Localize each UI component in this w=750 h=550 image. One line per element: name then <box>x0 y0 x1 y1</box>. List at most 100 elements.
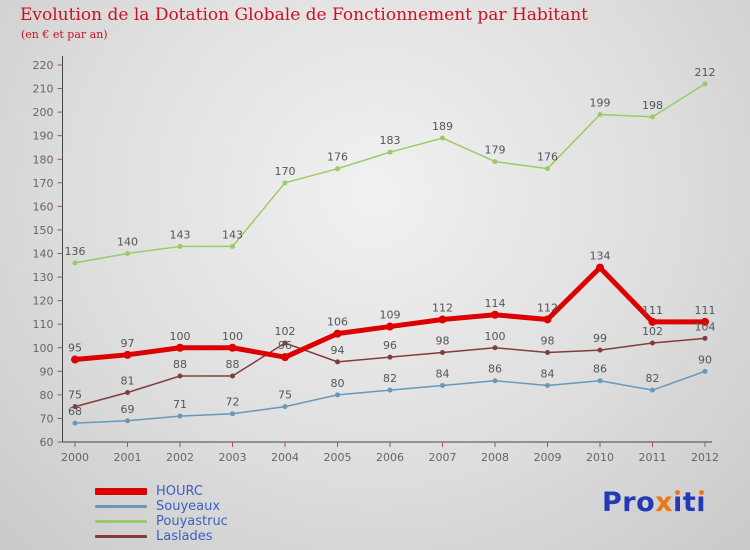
logo-i-dot <box>698 490 704 495</box>
data-point <box>701 317 709 326</box>
value-label: 75 <box>68 389 82 402</box>
data-point <box>702 81 708 87</box>
y-tick-label: 200 <box>33 106 54 119</box>
value-label: 100 <box>170 330 191 343</box>
value-label: 95 <box>68 342 82 355</box>
data-point <box>440 135 445 141</box>
value-label: 81 <box>121 375 135 388</box>
data-point <box>597 378 603 384</box>
value-label: 176 <box>537 151 558 164</box>
data-point <box>282 180 288 186</box>
value-label: 88 <box>173 358 187 371</box>
value-label: 82 <box>383 372 397 385</box>
logo-letter: x <box>655 487 674 518</box>
value-label: 111 <box>642 304 663 317</box>
value-label: 106 <box>327 316 348 329</box>
value-label: 86 <box>593 363 607 376</box>
data-point <box>596 263 604 272</box>
y-tick-label: 150 <box>33 224 54 237</box>
data-point <box>72 260 78 266</box>
value-label: 72 <box>226 396 240 409</box>
x-tick-label: 2010 <box>586 451 614 464</box>
data-point <box>281 353 289 362</box>
value-label: 112 <box>432 301 453 314</box>
value-label: 170 <box>275 165 296 178</box>
data-point <box>386 322 394 331</box>
value-label: 75 <box>278 389 292 402</box>
y-tick-label: 80 <box>40 389 54 402</box>
data-point <box>702 335 708 341</box>
y-tick-label: 120 <box>33 295 54 308</box>
data-point <box>491 310 499 319</box>
value-label: 140 <box>117 236 138 249</box>
data-point <box>282 404 288 410</box>
legend-item-hourc: HOURC <box>95 484 228 498</box>
data-point <box>177 243 183 249</box>
legend-item-pouyastruc: Pouyastruc <box>95 514 228 528</box>
value-label: 111 <box>695 304 716 317</box>
x-tick-label: 2005 <box>324 451 352 464</box>
data-point <box>125 390 130 396</box>
x-tick-label: 2008 <box>481 451 509 464</box>
x-tick-label: 2001 <box>114 451 142 464</box>
value-label: 98 <box>541 334 555 347</box>
value-label: 198 <box>642 99 663 112</box>
data-point <box>228 343 237 352</box>
data-point <box>597 111 603 117</box>
value-label: 94 <box>331 344 345 357</box>
value-label: 136 <box>65 245 86 258</box>
value-label: 98 <box>436 334 450 347</box>
legend-swatch <box>95 519 147 523</box>
value-label: 114 <box>485 297 506 310</box>
value-label: 80 <box>331 377 345 390</box>
data-point <box>545 166 550 172</box>
data-point <box>492 378 498 384</box>
logo-i-dot <box>675 490 681 495</box>
value-label: 104 <box>695 320 716 333</box>
logo-letter: ı <box>696 487 706 518</box>
data-point <box>72 404 78 410</box>
value-label: 69 <box>121 403 135 416</box>
data-point <box>230 243 235 249</box>
y-tick-label: 70 <box>40 412 54 425</box>
legend-swatch <box>95 504 147 508</box>
legend-swatch <box>95 487 147 495</box>
logo-letter: Pro <box>601 487 656 518</box>
value-label: 100 <box>485 330 506 343</box>
data-point <box>177 373 183 379</box>
data-point <box>230 411 235 417</box>
value-label: 82 <box>646 372 660 385</box>
y-tick-label: 110 <box>33 318 54 331</box>
data-point <box>72 420 78 426</box>
value-label: 102 <box>275 325 296 338</box>
x-tick-label: 2004 <box>271 451 299 464</box>
y-tick-label: 90 <box>40 365 54 378</box>
value-label: 199 <box>590 96 611 109</box>
value-label: 143 <box>170 228 191 241</box>
legend-item-souyeaux: Souyeaux <box>95 499 228 513</box>
logo-letter: t <box>682 487 697 518</box>
legend-label: Laslades <box>156 528 213 544</box>
value-label: 100 <box>222 330 243 343</box>
y-tick-label: 220 <box>33 59 54 72</box>
data-point <box>438 315 447 324</box>
data-point <box>545 349 550 355</box>
x-tick-label: 2009 <box>534 451 562 464</box>
data-point <box>387 387 393 393</box>
value-label: 84 <box>541 367 555 380</box>
data-point <box>492 345 498 351</box>
value-label: 176 <box>327 151 348 164</box>
data-point <box>387 354 393 360</box>
data-point <box>123 350 132 359</box>
legend-label: Pouyastruc <box>156 513 228 529</box>
logo-letter: ı <box>673 487 683 518</box>
value-label: 109 <box>380 309 401 322</box>
value-label: 88 <box>226 358 240 371</box>
data-point <box>176 343 184 352</box>
data-point <box>543 315 552 324</box>
chart-title: Evolution de la Dotation Globale de Fonc… <box>20 5 588 25</box>
value-label: 112 <box>537 301 558 314</box>
value-label: 96 <box>278 339 292 352</box>
legend-swatch <box>95 534 147 538</box>
legend-label: HOURC <box>156 483 203 499</box>
